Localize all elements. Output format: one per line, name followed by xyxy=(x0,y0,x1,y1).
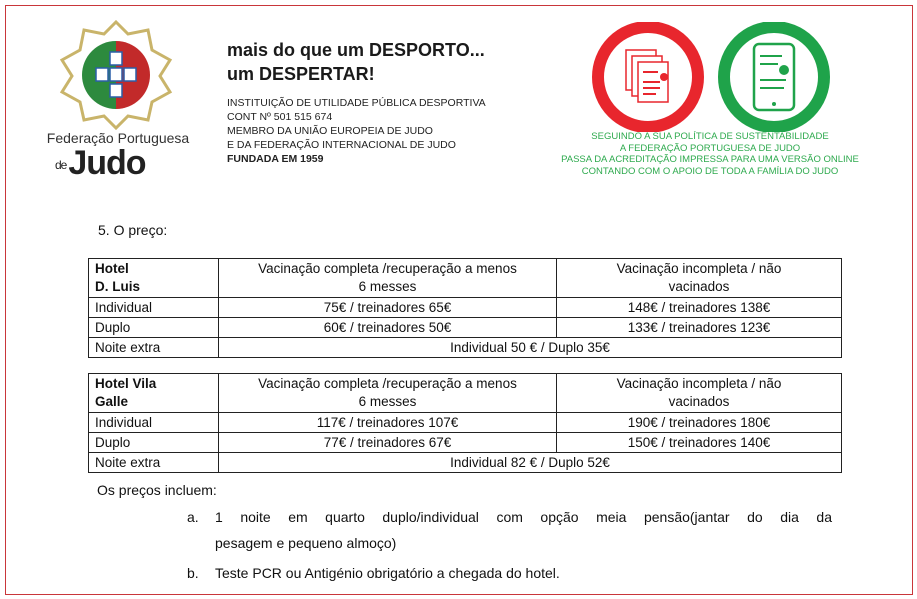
printed-document-icon xyxy=(592,22,704,132)
price-table-vila-galle: Hotel Vila Galle Vacinação completa /recu… xyxy=(88,373,842,473)
table-row: Noite extra Individual 82 € / Duplo 52€ xyxy=(88,452,842,473)
federation-info: INSTITUIÇÃO DE UTILIDADE PÚBLICA DESPORT… xyxy=(227,97,486,165)
column-header: Vacinação completa /recuperação a menos 6… xyxy=(218,258,557,298)
column-header: Vacinação incompleta / não vacinados xyxy=(556,258,842,298)
hotel-name: Hotel Vila Galle xyxy=(88,373,219,413)
logo-judo: deJudo xyxy=(55,144,147,182)
price-table-d-luis: Hotel D. Luis Vacinação completa /recuper… xyxy=(88,258,842,358)
section-heading: 5. O preço: xyxy=(98,222,168,238)
hotel-name: Hotel D. Luis xyxy=(88,258,219,298)
page-border xyxy=(5,5,913,595)
federation-emblem-logo xyxy=(59,20,173,130)
includes-label: Os preços incluem: xyxy=(97,482,217,498)
slogan: mais do que um DESPORTO... um DESPERTAR! xyxy=(227,40,485,84)
column-header: Vacinação incompleta / não vacinados xyxy=(556,373,842,413)
column-header: Vacinação completa /recuperação a menos 6… xyxy=(218,373,557,413)
table-row: Duplo 77€ / treinadores 67€ 150€ / treinad… xyxy=(88,432,842,453)
table-row: Duplo 60€ / treinadores 50€ 133€ / treinad… xyxy=(88,317,842,338)
table-row: Individual 117€ / treinadores 107€ 190€ / … xyxy=(88,412,842,433)
mobile-document-icon xyxy=(718,22,830,132)
table-row: Individual 75€ / treinadores 65€ 148€ / tr… xyxy=(88,297,842,318)
sustainability-note: SEGUINDO A SUA POLÍTICA DE SUSTENTABILID… xyxy=(561,131,859,177)
logo-text: Federação Portuguesa xyxy=(46,130,190,146)
table-row: Noite extra Individual 50 € / Duplo 35€ xyxy=(88,337,842,358)
